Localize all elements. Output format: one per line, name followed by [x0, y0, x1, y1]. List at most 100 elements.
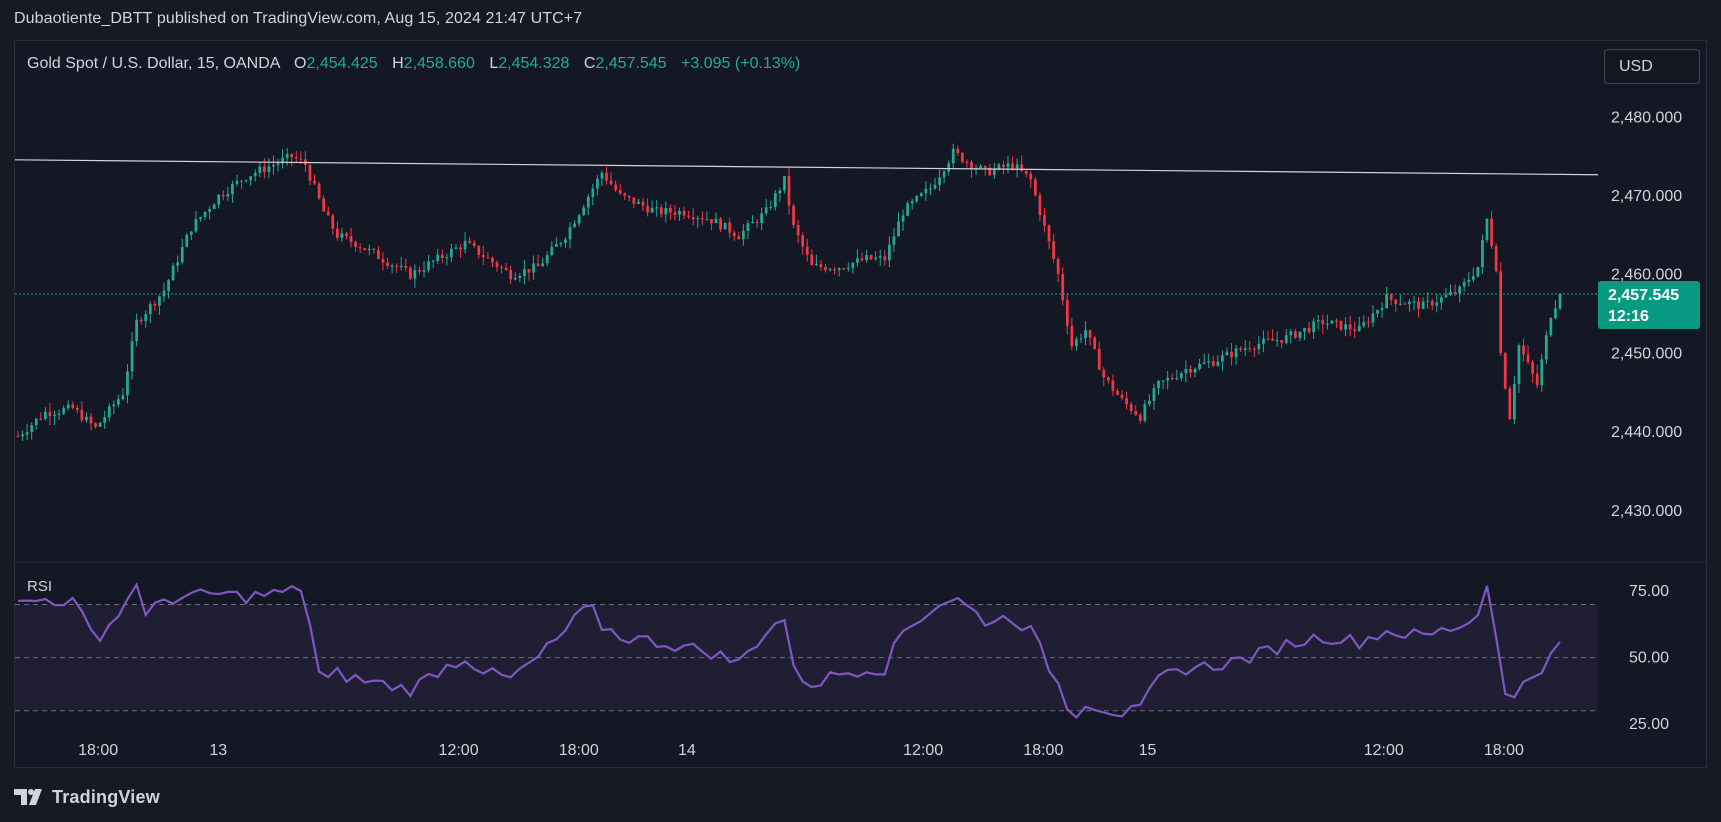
change-value: +3.095 (+0.13%) [681, 55, 801, 72]
candle-body [103, 417, 107, 423]
rsi-line [17, 582, 1561, 720]
rsi-axis: 75.00 50.00 25.00 [1629, 583, 1669, 733]
candle-body [723, 222, 727, 230]
candle-body [623, 193, 627, 196]
candle-body [1385, 294, 1389, 309]
candle-body [1038, 195, 1042, 216]
candle-body [1426, 300, 1430, 302]
candle-body [1002, 164, 1005, 168]
candle-body [787, 176, 791, 206]
candle-body [518, 275, 522, 279]
candle-body [495, 262, 499, 268]
candle-body [1106, 377, 1110, 381]
candle-body [1476, 267, 1480, 277]
candle-body [1298, 331, 1302, 338]
candle-body [1558, 294, 1562, 309]
candle-body [189, 231, 193, 235]
candle-body [1075, 339, 1078, 347]
open-label: O [294, 55, 307, 72]
candle-body [231, 183, 234, 195]
candle-body [1335, 320, 1338, 322]
time-tick-label: 18:00 [1484, 742, 1524, 759]
high-label: H [392, 55, 404, 72]
candle-body [57, 413, 61, 415]
candle-body [21, 434, 24, 437]
candle-body [153, 303, 157, 306]
candle-body [1540, 359, 1544, 386]
candle-body [705, 219, 709, 221]
candle-body [1221, 355, 1224, 362]
candle-body [1531, 362, 1534, 374]
candle-body [285, 153, 289, 158]
candle-body [664, 207, 668, 215]
candle-body [418, 269, 421, 272]
candle-body [819, 264, 823, 268]
candle-body [618, 190, 622, 194]
time-tick-label: 14 [678, 742, 696, 759]
candle-body [751, 221, 754, 224]
candle-body [1303, 327, 1306, 332]
candle-body [929, 188, 932, 190]
candle-body [883, 256, 887, 261]
candle-body [203, 211, 207, 218]
rsi-indicator-label[interactable]: RSI [27, 578, 53, 595]
candle-body [627, 195, 631, 198]
candle-body [710, 219, 713, 224]
candle-body [559, 243, 563, 245]
candle-body [139, 319, 143, 322]
time-axis: 18:00 13 12:00 18:00 14 12:00 18:00 15 12:00 18:0… [78, 742, 1524, 759]
candle-body [591, 188, 595, 197]
candle-body [267, 166, 271, 173]
rsi-tick-label: 75.00 [1629, 583, 1669, 600]
candle-body [34, 418, 38, 426]
candle-body [89, 416, 93, 424]
candle-body [1143, 404, 1147, 421]
candle-body [126, 371, 129, 396]
candle-body [194, 219, 198, 232]
tradingview-brand: TradingView [52, 786, 160, 807]
candle-body [1230, 351, 1233, 358]
candle-body [71, 404, 75, 409]
candle-body [596, 178, 599, 189]
candle-body [1189, 369, 1192, 373]
tradingview-footer[interactable]: TradingView [14, 784, 160, 810]
candle-body [39, 418, 43, 420]
candle-body [1061, 274, 1065, 301]
candle-body [431, 260, 435, 262]
candle-body [135, 319, 138, 342]
low-label: L [489, 55, 499, 72]
candle-body [130, 341, 134, 372]
candle-body [824, 267, 827, 271]
candle-body [1494, 246, 1498, 272]
candle-body [773, 193, 777, 207]
low-value: 2,454.328 [498, 55, 570, 72]
open-value: 2,454.425 [306, 55, 378, 72]
time-tick-label: 12:00 [439, 742, 479, 759]
candle-body [1353, 329, 1357, 332]
time-tick-label: 12:00 [903, 742, 943, 759]
candle-body [892, 236, 896, 245]
candle-body [742, 230, 745, 240]
candle-body [523, 269, 526, 276]
currency-button[interactable]: USD [1604, 49, 1700, 84]
candle-body [1325, 323, 1329, 325]
candle-body [988, 167, 992, 176]
candle-body [641, 201, 645, 206]
candle-body [500, 267, 503, 269]
candle-body [1243, 348, 1247, 350]
candle-body [965, 161, 969, 163]
candle-body [1522, 345, 1525, 355]
candle-body [148, 303, 152, 315]
candle-body [317, 183, 321, 199]
candle-body [1380, 308, 1384, 311]
candle-body [48, 411, 52, 417]
candle-body [1280, 340, 1284, 343]
candle-body [445, 257, 449, 259]
candle-body [650, 207, 654, 213]
candle-body [472, 242, 476, 246]
candle-body [1248, 348, 1252, 350]
candle-body [1097, 348, 1101, 370]
last-price-badge: 2,457.545 12:16 [1598, 281, 1700, 329]
candle-body [769, 206, 773, 208]
